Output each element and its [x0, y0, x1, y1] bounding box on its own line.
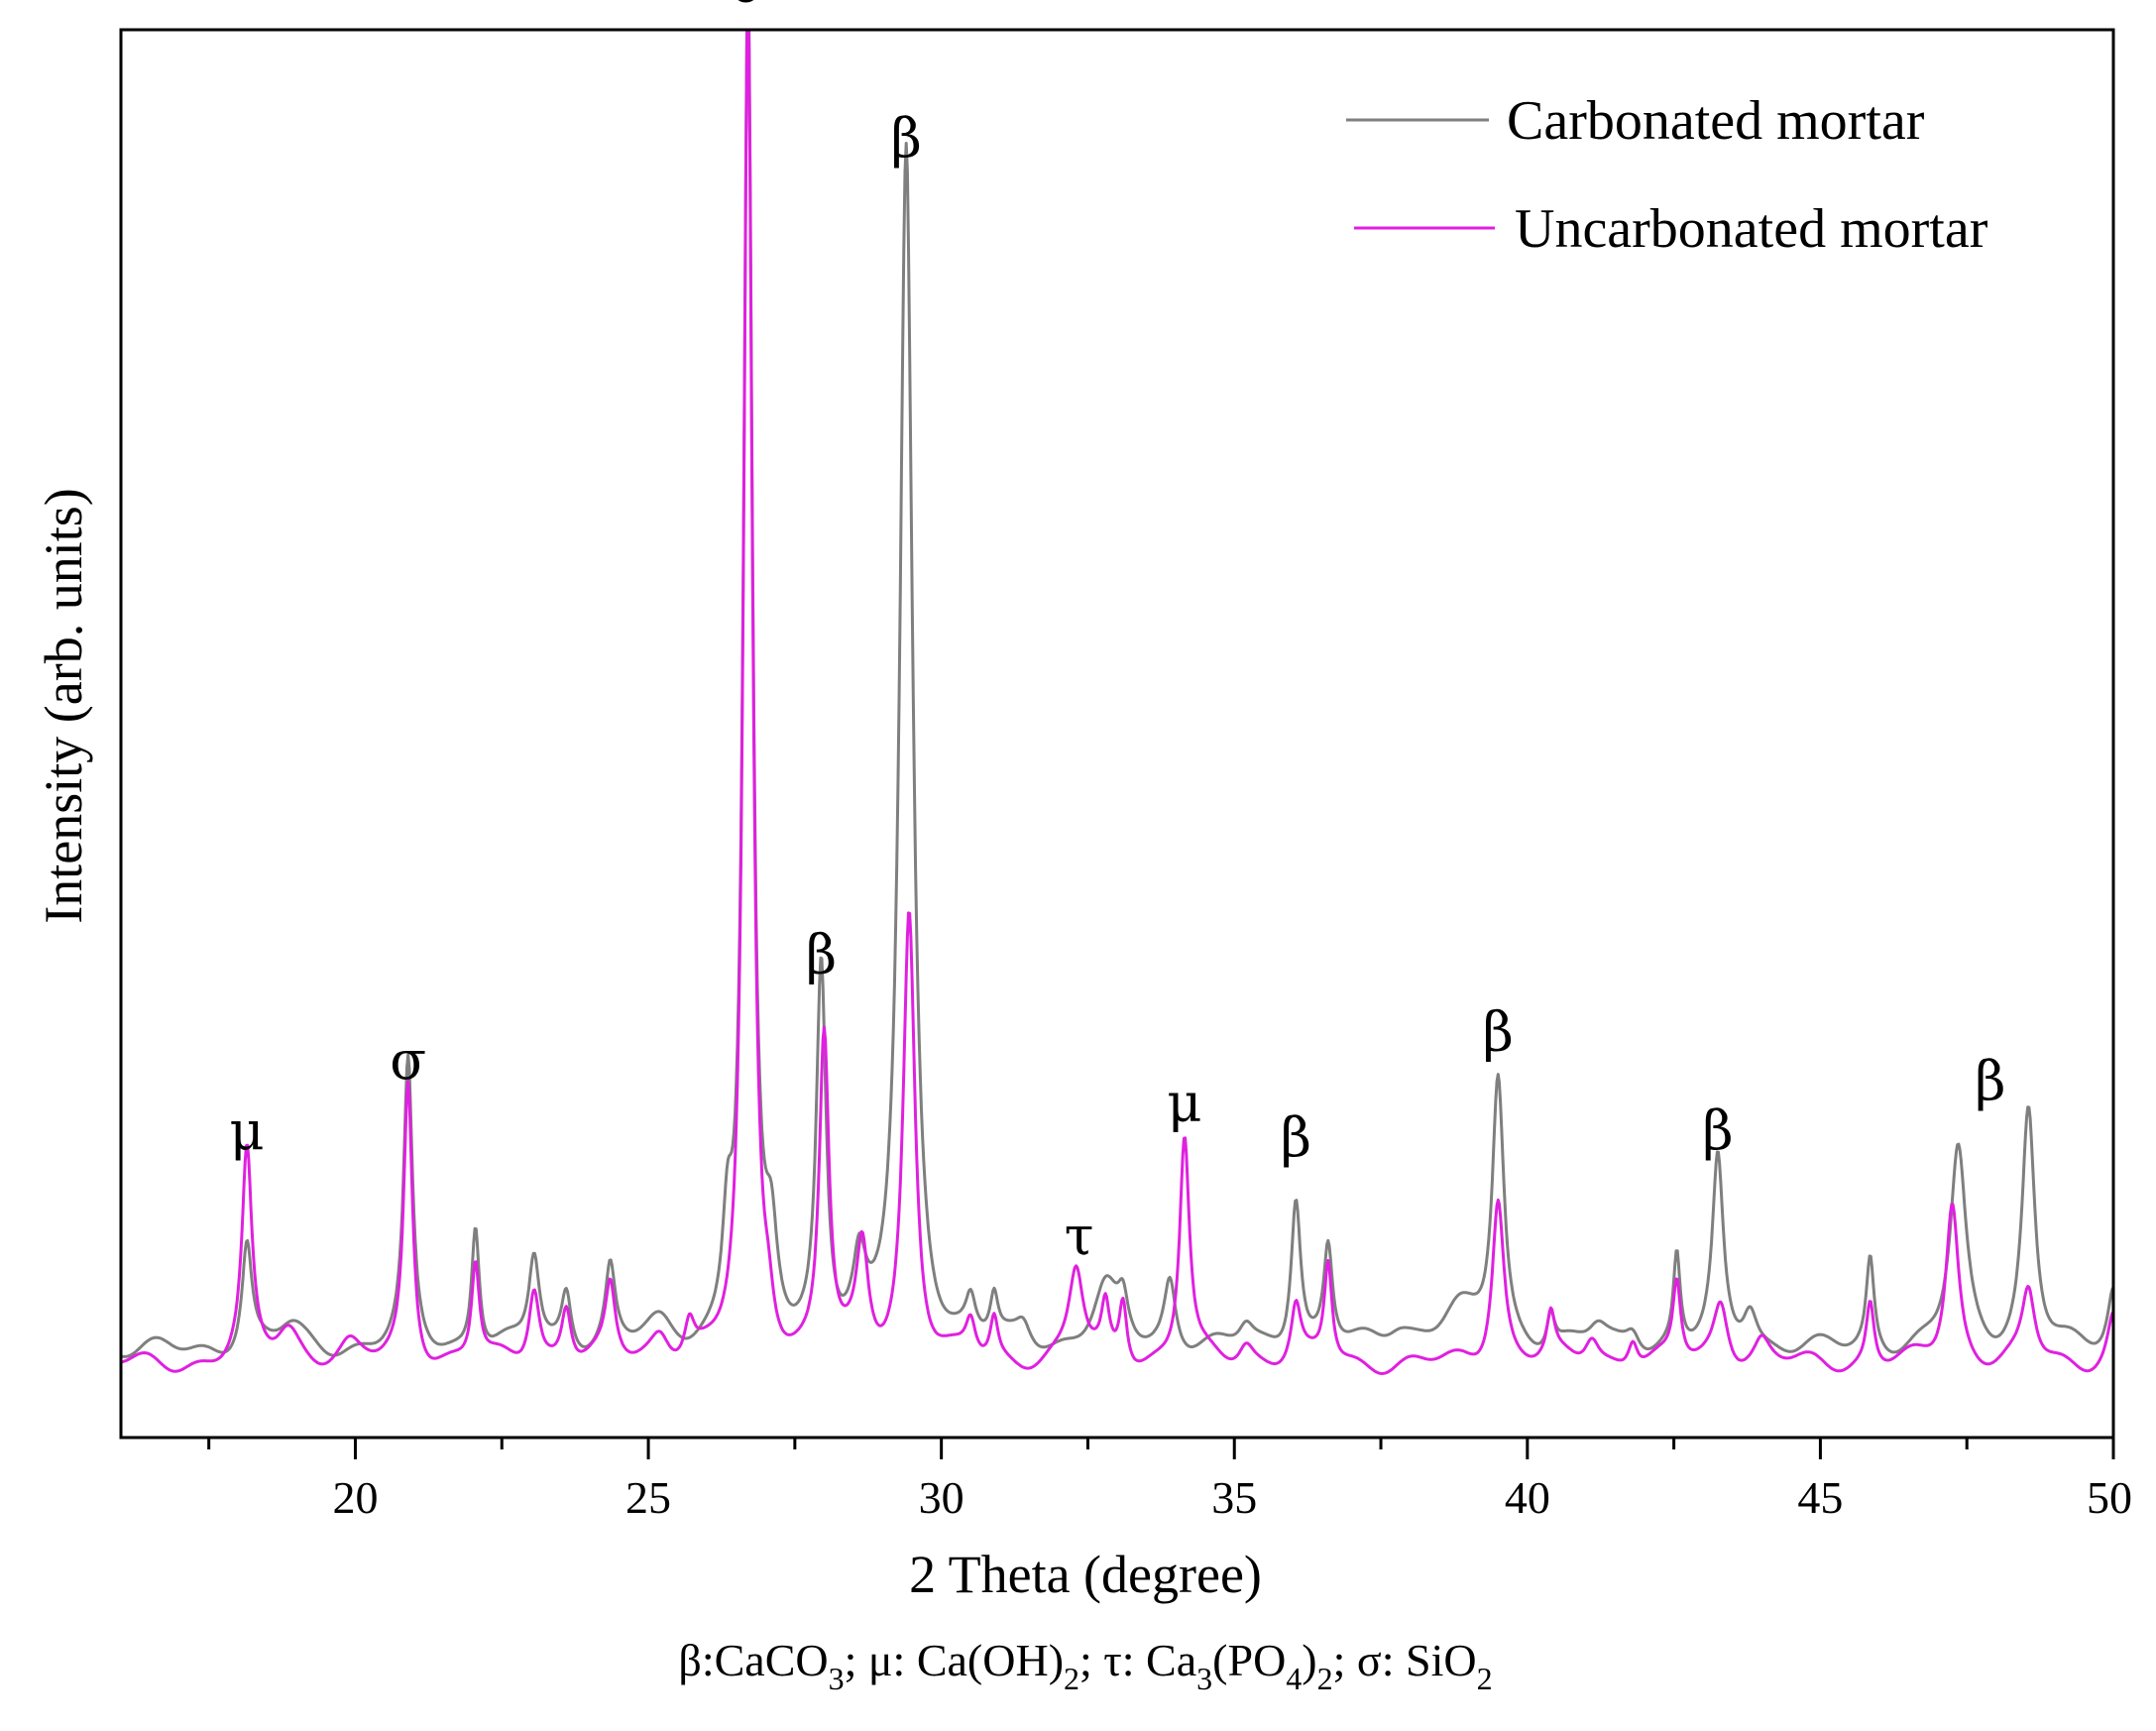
plot-frame: [119, 28, 2115, 1440]
x-tick-label: 50: [2087, 1472, 2132, 1523]
legend-label-uncarbonated: Uncarbonated mortar: [1515, 198, 1988, 260]
peak-label: β: [806, 923, 837, 985]
peak-label: β: [1483, 1001, 1514, 1064]
series-line-carbonated: [121, 30, 2113, 1358]
x-axis-title: 2 Theta (degree): [909, 1545, 1262, 1604]
peak-label: μ: [230, 1099, 265, 1162]
x-tick-label: 45: [1797, 1472, 1843, 1523]
peak-label: σ: [730, 0, 766, 15]
peak-label: β: [891, 107, 922, 170]
x-tick-label: 40: [1505, 1472, 1550, 1523]
series-layer: [121, 30, 2113, 1375]
x-tick-label: 35: [1211, 1472, 1257, 1523]
peak-label: β: [1281, 1106, 1311, 1169]
x-axis: 20 25 30 35 40 45 50: [207, 1438, 2132, 1523]
y-axis-title: Intensity (arb. units): [34, 488, 93, 923]
x-tick-label: 30: [919, 1472, 965, 1523]
peak-label: β: [1975, 1050, 2005, 1112]
peak-label: τ: [1065, 1205, 1094, 1267]
series-line-uncarbonated: [121, 30, 2113, 1375]
x-tick-label: 20: [332, 1472, 378, 1523]
peak-annotations: μ σ σ β β τ μ β β β β: [230, 0, 2006, 1267]
legend: Carbonated mortar Uncarbonated mortar: [1346, 90, 1988, 260]
peak-label: μ: [1167, 1072, 1201, 1134]
legend-label-carbonated: Carbonated mortar: [1507, 90, 1925, 152]
phase-legend-caption: β:CaCO3; μ: Ca(OH)2; τ: Ca3(PO4)2; σ: Si…: [678, 1635, 1492, 1696]
peak-label: β: [1702, 1099, 1733, 1162]
peak-label: σ: [390, 1029, 426, 1092]
x-tick-label: 25: [625, 1472, 671, 1523]
